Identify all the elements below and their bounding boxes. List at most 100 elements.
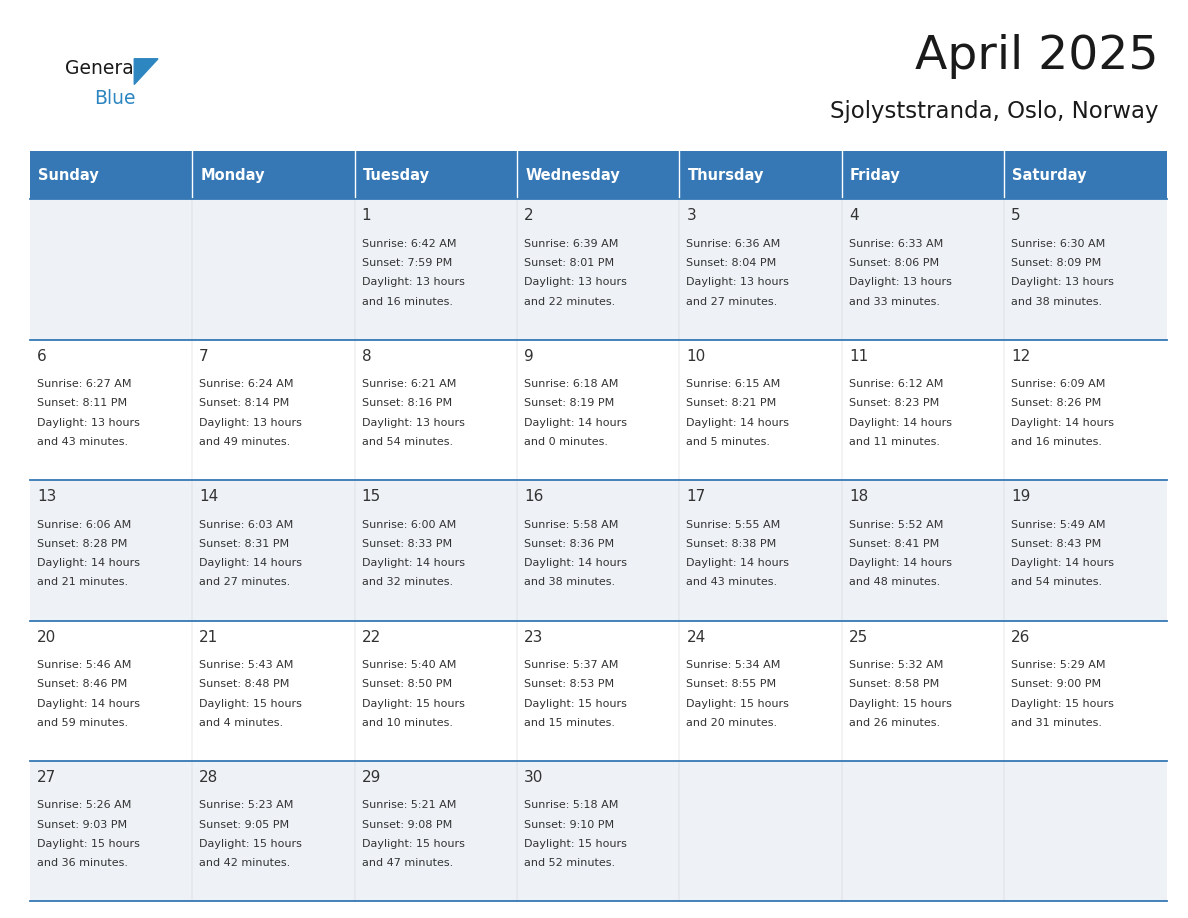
- Text: Sunset: 8:21 PM: Sunset: 8:21 PM: [687, 398, 777, 409]
- Text: Sunrise: 6:42 AM: Sunrise: 6:42 AM: [361, 239, 456, 249]
- Text: Sunset: 9:03 PM: Sunset: 9:03 PM: [37, 820, 127, 830]
- Text: Sunset: 9:08 PM: Sunset: 9:08 PM: [361, 820, 451, 830]
- Text: Sunrise: 5:34 AM: Sunrise: 5:34 AM: [687, 660, 781, 670]
- Text: Sunset: 8:11 PM: Sunset: 8:11 PM: [37, 398, 127, 409]
- Text: 16: 16: [524, 489, 543, 504]
- Bar: [842, 151, 1004, 199]
- Text: and 26 minutes.: and 26 minutes.: [849, 718, 940, 728]
- Text: Sunset: 8:43 PM: Sunset: 8:43 PM: [1011, 539, 1101, 549]
- Bar: [30, 199, 1167, 340]
- Text: Sunset: 8:46 PM: Sunset: 8:46 PM: [37, 679, 127, 689]
- Text: 3: 3: [687, 208, 696, 223]
- Text: Sunset: 8:01 PM: Sunset: 8:01 PM: [524, 258, 614, 268]
- Text: Daylight: 14 hours: Daylight: 14 hours: [849, 418, 952, 428]
- Text: Saturday: Saturday: [1012, 168, 1087, 183]
- Text: Daylight: 14 hours: Daylight: 14 hours: [849, 558, 952, 568]
- Text: Thursday: Thursday: [688, 168, 764, 183]
- Text: 29: 29: [361, 770, 381, 785]
- Text: Sunset: 8:33 PM: Sunset: 8:33 PM: [361, 539, 451, 549]
- Text: 21: 21: [200, 630, 219, 644]
- Text: Daylight: 14 hours: Daylight: 14 hours: [200, 558, 302, 568]
- Bar: [30, 480, 1167, 621]
- Text: and 22 minutes.: and 22 minutes.: [524, 297, 615, 307]
- Text: 5: 5: [1011, 208, 1020, 223]
- Text: 30: 30: [524, 770, 543, 785]
- Text: Daylight: 13 hours: Daylight: 13 hours: [524, 277, 627, 287]
- Text: Sunrise: 5:29 AM: Sunrise: 5:29 AM: [1011, 660, 1106, 670]
- Text: Daylight: 15 hours: Daylight: 15 hours: [524, 839, 627, 849]
- Text: Sunset: 8:55 PM: Sunset: 8:55 PM: [687, 679, 777, 689]
- Bar: [192, 151, 354, 199]
- Text: Sunset: 8:36 PM: Sunset: 8:36 PM: [524, 539, 614, 549]
- Text: Sunrise: 6:12 AM: Sunrise: 6:12 AM: [849, 379, 943, 389]
- Text: Sunset: 8:48 PM: Sunset: 8:48 PM: [200, 679, 290, 689]
- Text: 23: 23: [524, 630, 543, 644]
- Text: and 48 minutes.: and 48 minutes.: [849, 577, 940, 588]
- Text: and 38 minutes.: and 38 minutes.: [524, 577, 615, 588]
- Text: Sunrise: 6:06 AM: Sunrise: 6:06 AM: [37, 520, 131, 530]
- Text: Daylight: 15 hours: Daylight: 15 hours: [361, 699, 465, 709]
- Text: Daylight: 15 hours: Daylight: 15 hours: [37, 839, 140, 849]
- Text: April 2025: April 2025: [915, 34, 1158, 80]
- Text: 18: 18: [849, 489, 868, 504]
- Text: and 20 minutes.: and 20 minutes.: [687, 718, 778, 728]
- Text: Daylight: 13 hours: Daylight: 13 hours: [687, 277, 789, 287]
- Text: Daylight: 14 hours: Daylight: 14 hours: [37, 558, 140, 568]
- Text: 17: 17: [687, 489, 706, 504]
- Text: and 36 minutes.: and 36 minutes.: [37, 858, 128, 868]
- Text: Friday: Friday: [849, 168, 901, 183]
- Text: Daylight: 13 hours: Daylight: 13 hours: [361, 277, 465, 287]
- Text: and 31 minutes.: and 31 minutes.: [1011, 718, 1102, 728]
- Text: Sunrise: 6:30 AM: Sunrise: 6:30 AM: [1011, 239, 1106, 249]
- Polygon shape: [134, 59, 158, 84]
- Text: 4: 4: [849, 208, 859, 223]
- Text: Sunset: 9:10 PM: Sunset: 9:10 PM: [524, 820, 614, 830]
- Text: Sunrise: 6:27 AM: Sunrise: 6:27 AM: [37, 379, 132, 389]
- Text: and 4 minutes.: and 4 minutes.: [200, 718, 284, 728]
- Text: Sunrise: 6:39 AM: Sunrise: 6:39 AM: [524, 239, 619, 249]
- Text: and 42 minutes.: and 42 minutes.: [200, 858, 291, 868]
- Text: Daylight: 14 hours: Daylight: 14 hours: [524, 418, 627, 428]
- Text: Sunset: 7:59 PM: Sunset: 7:59 PM: [361, 258, 451, 268]
- Text: Daylight: 15 hours: Daylight: 15 hours: [200, 699, 302, 709]
- Text: and 10 minutes.: and 10 minutes.: [361, 718, 453, 728]
- Text: and 0 minutes.: and 0 minutes.: [524, 437, 608, 447]
- Bar: [30, 151, 192, 199]
- Text: Sunset: 8:38 PM: Sunset: 8:38 PM: [687, 539, 777, 549]
- Text: and 49 minutes.: and 49 minutes.: [200, 437, 291, 447]
- Text: 12: 12: [1011, 349, 1030, 364]
- Text: Sunset: 8:28 PM: Sunset: 8:28 PM: [37, 539, 127, 549]
- Text: 14: 14: [200, 489, 219, 504]
- Text: and 33 minutes.: and 33 minutes.: [849, 297, 940, 307]
- Text: Daylight: 13 hours: Daylight: 13 hours: [849, 277, 952, 287]
- Text: Sunset: 9:05 PM: Sunset: 9:05 PM: [200, 820, 290, 830]
- Text: Sunset: 8:04 PM: Sunset: 8:04 PM: [687, 258, 777, 268]
- Text: Daylight: 14 hours: Daylight: 14 hours: [37, 699, 140, 709]
- Text: Daylight: 15 hours: Daylight: 15 hours: [1011, 699, 1114, 709]
- Text: Sunrise: 5:32 AM: Sunrise: 5:32 AM: [849, 660, 943, 670]
- Text: 6: 6: [37, 349, 46, 364]
- Text: Daylight: 15 hours: Daylight: 15 hours: [687, 699, 789, 709]
- Text: Sunrise: 6:03 AM: Sunrise: 6:03 AM: [200, 520, 293, 530]
- Text: Sunset: 8:41 PM: Sunset: 8:41 PM: [849, 539, 940, 549]
- Text: and 5 minutes.: and 5 minutes.: [687, 437, 771, 447]
- Text: Sunrise: 5:21 AM: Sunrise: 5:21 AM: [361, 800, 456, 811]
- Text: Sunset: 8:06 PM: Sunset: 8:06 PM: [849, 258, 939, 268]
- Text: 8: 8: [361, 349, 372, 364]
- Text: Tuesday: Tuesday: [362, 168, 430, 183]
- Text: Daylight: 14 hours: Daylight: 14 hours: [1011, 418, 1114, 428]
- Text: Sunrise: 5:55 AM: Sunrise: 5:55 AM: [687, 520, 781, 530]
- Text: Sunset: 8:58 PM: Sunset: 8:58 PM: [849, 679, 940, 689]
- Text: Daylight: 13 hours: Daylight: 13 hours: [361, 418, 465, 428]
- Bar: [354, 151, 517, 199]
- Text: 15: 15: [361, 489, 381, 504]
- Text: 20: 20: [37, 630, 56, 644]
- Text: Daylight: 14 hours: Daylight: 14 hours: [1011, 558, 1114, 568]
- Text: Sunset: 8:23 PM: Sunset: 8:23 PM: [849, 398, 940, 409]
- Text: 7: 7: [200, 349, 209, 364]
- Text: and 54 minutes.: and 54 minutes.: [361, 437, 453, 447]
- Text: 11: 11: [849, 349, 868, 364]
- Text: 28: 28: [200, 770, 219, 785]
- Text: Sunday: Sunday: [38, 168, 99, 183]
- Bar: [30, 621, 1167, 761]
